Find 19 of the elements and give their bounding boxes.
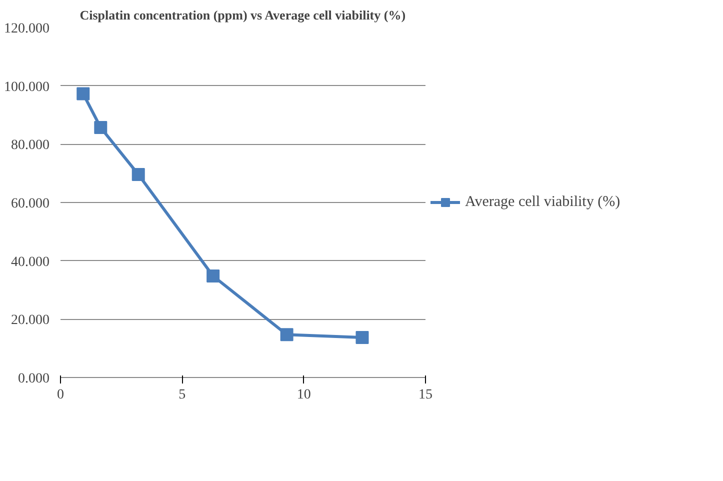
y-tick-label: 80.000 bbox=[11, 138, 50, 154]
chart-title: Cisplatin concentration (ppm) vs Average cell viability (%) bbox=[80, 8, 406, 22]
point bbox=[356, 331, 369, 344]
point bbox=[206, 270, 220, 282]
x-tick-label: 10 bbox=[296, 388, 311, 402]
x-tick-label: 15 bbox=[418, 388, 432, 402]
legend-label: Average cell viability (%) bbox=[465, 194, 620, 210]
point bbox=[280, 328, 294, 342]
y-tick-label: 100.000 bbox=[4, 80, 50, 95]
y-tick-label: 20.000 bbox=[11, 313, 50, 328]
point bbox=[132, 168, 145, 181]
y-tick-label: 120.000 bbox=[4, 22, 50, 36]
x-tick-label: 0 bbox=[57, 388, 64, 402]
x-tick-label: 5 bbox=[178, 388, 186, 402]
point bbox=[76, 87, 90, 100]
y-tick-label: 0.000 bbox=[18, 372, 50, 386]
y-tick-label: 40.000 bbox=[11, 254, 50, 270]
y-tick-label: 60.000 bbox=[11, 196, 50, 212]
point bbox=[94, 121, 108, 134]
